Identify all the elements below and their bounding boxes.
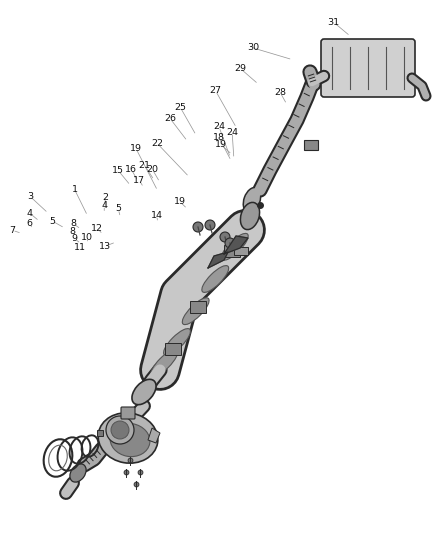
Ellipse shape xyxy=(221,233,248,260)
Text: 19: 19 xyxy=(130,144,142,152)
Text: 25: 25 xyxy=(174,103,187,112)
Text: 16: 16 xyxy=(125,165,138,174)
Polygon shape xyxy=(224,236,248,254)
Text: 22: 22 xyxy=(152,140,164,148)
Circle shape xyxy=(225,238,235,248)
Text: 8: 8 xyxy=(71,220,77,228)
FancyBboxPatch shape xyxy=(121,407,135,419)
Text: 29: 29 xyxy=(234,64,246,72)
Text: 4: 4 xyxy=(101,201,107,209)
FancyBboxPatch shape xyxy=(224,245,240,257)
Text: 5: 5 xyxy=(49,217,56,225)
FancyBboxPatch shape xyxy=(304,140,318,150)
FancyBboxPatch shape xyxy=(190,301,206,313)
Ellipse shape xyxy=(163,328,191,356)
Circle shape xyxy=(205,220,215,230)
Text: 7: 7 xyxy=(9,226,15,235)
Polygon shape xyxy=(208,252,228,268)
Text: 10: 10 xyxy=(81,233,93,242)
Ellipse shape xyxy=(70,464,86,482)
Ellipse shape xyxy=(243,188,261,213)
Text: 4: 4 xyxy=(27,209,33,217)
Ellipse shape xyxy=(202,265,229,293)
Text: 24: 24 xyxy=(226,128,238,136)
Text: 17: 17 xyxy=(133,176,145,184)
Polygon shape xyxy=(148,428,160,443)
Ellipse shape xyxy=(240,203,260,230)
Text: 20: 20 xyxy=(146,165,159,174)
Text: 19: 19 xyxy=(215,141,227,149)
Text: 15: 15 xyxy=(112,166,124,175)
Text: 11: 11 xyxy=(74,243,86,252)
Text: 5: 5 xyxy=(115,205,121,213)
Text: 21: 21 xyxy=(138,161,151,169)
Ellipse shape xyxy=(151,350,178,376)
FancyBboxPatch shape xyxy=(321,39,415,97)
Text: 3: 3 xyxy=(27,192,33,200)
FancyBboxPatch shape xyxy=(165,343,181,355)
Ellipse shape xyxy=(132,379,156,405)
Circle shape xyxy=(193,222,203,232)
Text: 8: 8 xyxy=(69,228,75,236)
FancyBboxPatch shape xyxy=(234,247,248,255)
Text: 1: 1 xyxy=(71,185,78,193)
Text: 24: 24 xyxy=(213,123,225,131)
Text: 28: 28 xyxy=(274,88,286,97)
Text: 14: 14 xyxy=(151,211,163,220)
Text: 30: 30 xyxy=(247,44,259,52)
Circle shape xyxy=(111,421,129,439)
Text: 13: 13 xyxy=(99,242,111,251)
Ellipse shape xyxy=(98,413,158,463)
Text: 18: 18 xyxy=(213,133,225,142)
Text: 19: 19 xyxy=(173,197,186,206)
Circle shape xyxy=(106,416,134,444)
Text: 2: 2 xyxy=(102,193,108,201)
Text: 26: 26 xyxy=(164,114,176,123)
Ellipse shape xyxy=(110,423,150,457)
Circle shape xyxy=(220,232,230,242)
Text: 6: 6 xyxy=(27,220,33,228)
Ellipse shape xyxy=(182,298,209,325)
Text: 12: 12 xyxy=(91,224,103,232)
Text: 31: 31 xyxy=(328,18,340,27)
Text: 9: 9 xyxy=(71,235,78,243)
Text: 27: 27 xyxy=(209,86,222,95)
